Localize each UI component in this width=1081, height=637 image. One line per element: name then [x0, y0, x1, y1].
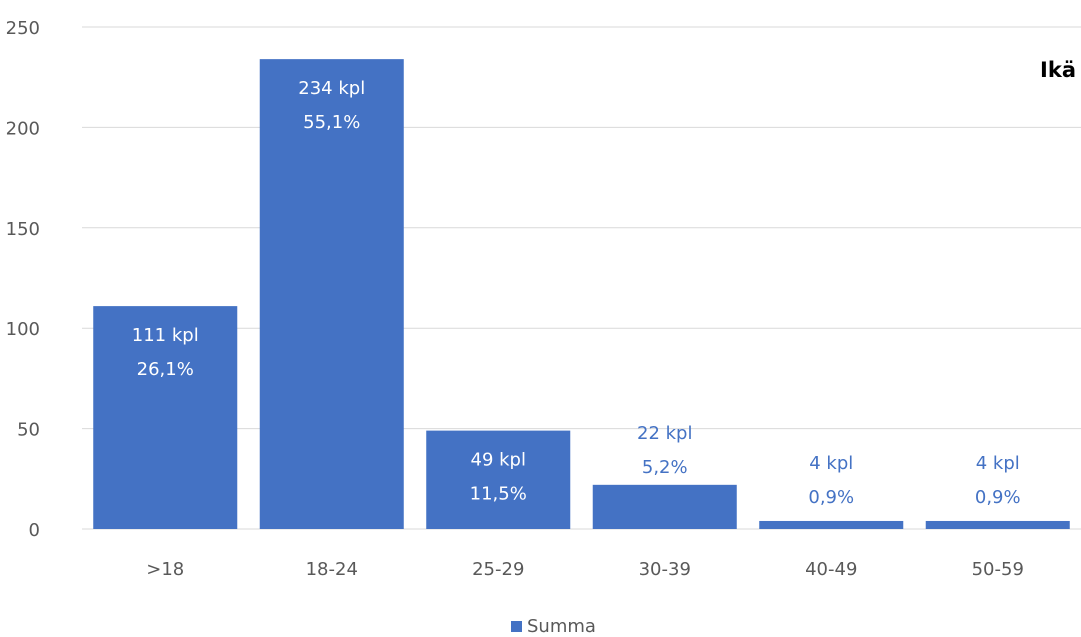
- bar-25-29: [426, 430, 571, 529]
- legend-swatch: [511, 621, 522, 632]
- bar->18: [93, 306, 238, 529]
- x-axis-ticks: >18 18-24 25-29 30-39 40-49 50-59: [146, 559, 1024, 580]
- x-tick-label: 50-59: [972, 559, 1024, 580]
- y-tick-label: 100: [6, 319, 40, 340]
- bars: [93, 59, 1070, 530]
- data-label-percent: 55,1%: [303, 112, 360, 133]
- bar-30-39: [592, 484, 737, 529]
- y-tick-label: 250: [6, 18, 40, 39]
- data-label-percent: 5,2%: [642, 457, 688, 478]
- data-labels: 111 kpl 26,1% 234 kpl 55,1% 49 kpl 11,5% 22 kp…: [132, 78, 1021, 508]
- y-tick-label: 0: [29, 520, 40, 541]
- data-label-percent: 0,9%: [808, 487, 854, 508]
- y-tick-label: 200: [6, 118, 40, 139]
- x-tick-label: >18: [146, 559, 184, 580]
- x-tick-label: 40-49: [805, 559, 857, 580]
- data-label-count: 22 kpl: [637, 423, 692, 444]
- data-label-count: 49 kpl: [471, 450, 526, 471]
- data-label-percent: 0,9%: [975, 487, 1021, 508]
- y-tick-label: 50: [17, 420, 40, 441]
- legend: Summa: [511, 616, 596, 637]
- data-label-percent: 26,1%: [137, 359, 194, 380]
- x-tick-label: 18-24: [306, 559, 358, 580]
- x-tick-label: 30-39: [639, 559, 691, 580]
- gridlines: [82, 26, 1081, 530]
- y-tick-label: 150: [6, 219, 40, 240]
- data-label-count: 111 kpl: [132, 325, 199, 346]
- x-tick-label: 25-29: [472, 559, 524, 580]
- bar-18-24: [259, 59, 404, 530]
- data-label-count: 234 kpl: [298, 78, 365, 99]
- chart-title: Ikä: [1040, 58, 1076, 82]
- data-label-count: 4 kpl: [976, 453, 1020, 474]
- bar-50-59: [925, 520, 1070, 529]
- legend-label: Summa: [527, 616, 596, 637]
- data-label-percent: 11,5%: [470, 484, 527, 505]
- y-axis-ticks: 0 50 100 150 200 250: [6, 18, 40, 541]
- data-label-count: 4 kpl: [809, 453, 853, 474]
- bar-40-49: [759, 520, 904, 529]
